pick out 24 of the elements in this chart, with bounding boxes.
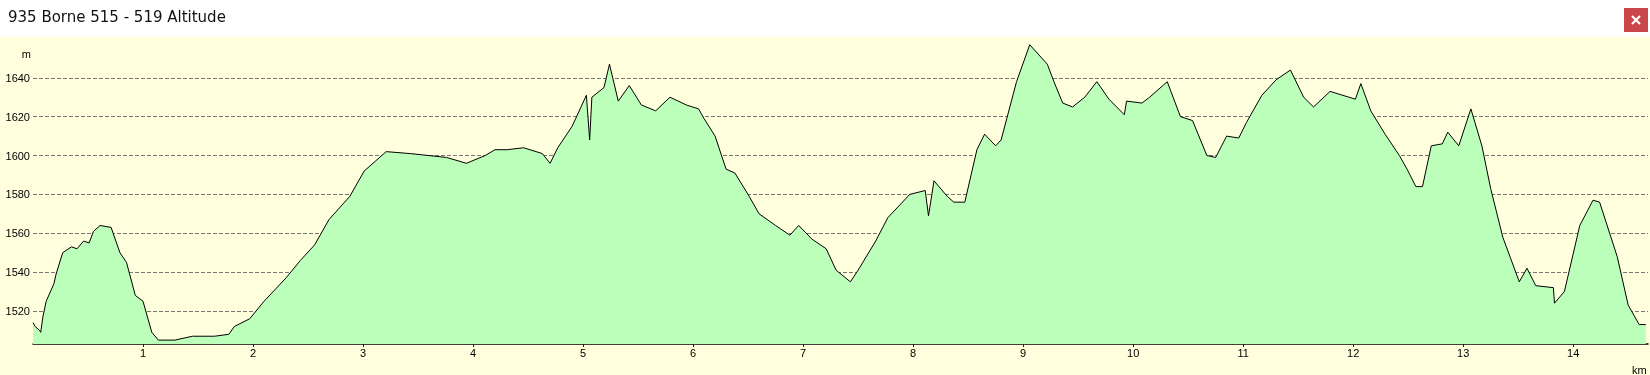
x-tick-label: 12 xyxy=(1347,346,1360,359)
x-tick-label: 6 xyxy=(690,346,697,359)
chart-title: 935 Borne 515 - 519 Altitude xyxy=(8,8,226,26)
y-axis-title: m xyxy=(21,47,31,60)
y-tick-label: 1540 xyxy=(5,266,30,279)
x-tick-label: 9 xyxy=(1020,346,1027,359)
x-tick-label: 14 xyxy=(1567,346,1580,359)
y-tick-label: 1640 xyxy=(5,71,30,84)
x-tick-label: 13 xyxy=(1457,346,1470,359)
y-tick-label: 1620 xyxy=(5,110,30,123)
x-tick-label: 5 xyxy=(580,346,587,359)
x-tick-label: 3 xyxy=(359,346,367,359)
x-tick-label: 2 xyxy=(249,346,257,359)
y-tick-label: 1600 xyxy=(5,149,30,162)
x-tick-label: 4 xyxy=(469,346,477,359)
x-tick-label: 11 xyxy=(1237,346,1249,359)
x-tick-label: 10 xyxy=(1127,346,1140,359)
x-tick-label: 8 xyxy=(910,346,917,359)
y-tick-label: 1580 xyxy=(5,188,30,201)
y-tick-label: 1560 xyxy=(5,227,30,240)
x-axis-title: km xyxy=(1632,363,1647,375)
y-tick-label: 1520 xyxy=(5,304,30,317)
x-tick-label: 7 xyxy=(800,346,807,359)
x-tick-label: 1 xyxy=(139,346,147,359)
